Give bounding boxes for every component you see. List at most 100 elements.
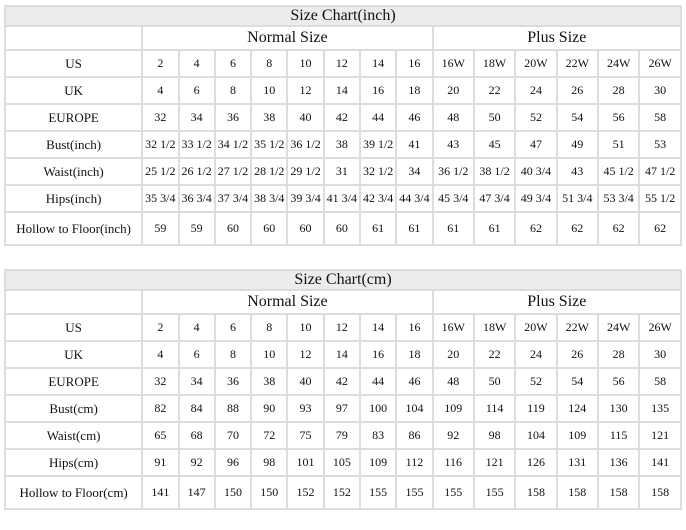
size-row: UK 4 6 8 10 12 14 16 18 20 22 24 26 28 30	[6, 342, 680, 367]
size-cell: 6	[215, 315, 251, 340]
size-cell: 53 3/4	[598, 186, 639, 211]
size-cell: 56	[598, 105, 639, 130]
size-cell: 12	[288, 78, 323, 103]
size-cell: 4	[143, 78, 178, 103]
size-cell: 109	[361, 450, 396, 475]
title-row: Size Chart(cm)	[6, 271, 680, 289]
size-cell: 51	[598, 132, 639, 157]
size-cell: 42 3/4	[360, 186, 396, 211]
size-cell: 91	[143, 450, 178, 475]
size-cell: 45	[474, 132, 515, 157]
size-cell: 4	[143, 342, 178, 367]
size-cell: 52	[516, 105, 556, 130]
size-cell: 61	[433, 213, 473, 244]
size-cell: 42	[324, 105, 359, 130]
header-blank	[6, 291, 142, 313]
size-cell: 32	[143, 105, 178, 130]
size-cell: 47 1/2	[640, 159, 680, 184]
size-cell: 119	[516, 396, 556, 421]
size-cell: 152	[324, 477, 359, 508]
size-cell: 60	[288, 213, 323, 244]
size-cell: 47	[516, 132, 556, 157]
size-cell: 26	[557, 78, 597, 103]
size-cell: 18W	[474, 51, 515, 76]
size-cell: 24W	[598, 51, 639, 76]
size-cell: 36	[215, 105, 251, 130]
size-cell: 61	[360, 213, 396, 244]
size-cell: 28	[598, 342, 639, 367]
size-cell: 158	[598, 477, 639, 508]
row-label: UK	[6, 78, 142, 103]
size-row: Hips(cm) 91 92 96 98 101 105 109 112 116 121 126 131…	[6, 450, 680, 475]
size-cell: 27 1/2	[215, 159, 251, 184]
size-cell: 34 1/2	[215, 132, 251, 157]
row-label: UK	[6, 342, 142, 367]
size-cell: 4	[179, 51, 214, 76]
size-table: Size Chart(inch) Normal Size Plus Size US 2 4…	[4, 5, 682, 246]
size-cell: 82	[143, 396, 178, 421]
size-cell: 121	[474, 450, 515, 475]
size-row: EUROPE 32 34 36 38 40 42 44 46 48 50 52 54 56 58	[6, 369, 680, 394]
size-row: Hollow to Floor(inch) 59 59 60 60 60 60 61 61 61 6…	[6, 213, 680, 244]
size-cell: 44	[360, 105, 396, 130]
size-cell: 34	[179, 105, 214, 130]
size-cell: 100	[361, 396, 396, 421]
size-cell: 10	[288, 315, 323, 340]
table-title: Size Chart(cm)	[6, 271, 680, 289]
size-cell: 38	[252, 105, 287, 130]
size-chart: Size Chart(inch) Normal Size Plus Size US 2 4…	[4, 5, 682, 246]
table-title: Size Chart(inch)	[6, 7, 680, 25]
size-row: Hips(inch) 35 3/4 36 3/4 37 3/4 38 3/4 39 3/4…	[6, 186, 680, 211]
header-blank	[6, 27, 142, 49]
size-cell: 72	[252, 423, 287, 448]
size-cell: 60	[324, 213, 359, 244]
size-cell: 43	[557, 159, 597, 184]
size-cell: 30	[640, 78, 680, 103]
row-label: Hollow to Floor(cm)	[6, 477, 142, 508]
size-cell: 14	[324, 342, 359, 367]
plus-size-header: Plus Size	[433, 291, 680, 313]
size-cell: 40	[288, 369, 323, 394]
size-cell: 28 1/2	[252, 159, 287, 184]
size-row: Waist(inch) 25 1/2 26 1/2 27 1/2 28 1/2 29 1/…	[6, 159, 680, 184]
size-cell: 93	[288, 396, 323, 421]
size-cell: 6	[179, 78, 214, 103]
size-cell: 38 3/4	[252, 186, 287, 211]
row-label: Waist(inch)	[6, 159, 142, 184]
size-cell: 31	[324, 159, 359, 184]
size-cell: 58	[640, 105, 680, 130]
size-cell: 62	[516, 213, 556, 244]
size-cell: 25 1/2	[143, 159, 178, 184]
size-cell: 20W	[516, 51, 556, 76]
size-cell: 30	[640, 342, 680, 367]
size-cell: 22W	[557, 315, 597, 340]
size-cell: 16	[397, 51, 432, 76]
row-label: Waist(cm)	[6, 423, 142, 448]
size-cell: 45 1/2	[598, 159, 639, 184]
size-cell: 10	[252, 78, 287, 103]
size-cell: 49	[557, 132, 597, 157]
size-cell: 98	[474, 423, 515, 448]
size-cell: 47 3/4	[474, 186, 515, 211]
size-cell: 6	[215, 51, 251, 76]
size-cell: 38	[324, 132, 359, 157]
size-cell: 59	[143, 213, 178, 244]
size-cell: 39 3/4	[288, 186, 323, 211]
size-cell: 26 1/2	[179, 159, 214, 184]
size-cell: 104	[516, 423, 556, 448]
size-cell: 135	[640, 396, 680, 421]
size-cell: 61	[397, 213, 432, 244]
size-cell: 60	[215, 213, 251, 244]
size-cell: 150	[215, 477, 251, 508]
size-cell: 44 3/4	[397, 186, 432, 211]
size-cell: 26	[557, 342, 597, 367]
size-cell: 116	[433, 450, 473, 475]
size-cell: 43	[433, 132, 473, 157]
size-cell: 20	[433, 342, 473, 367]
size-cell: 124	[557, 396, 597, 421]
size-cell: 36 1/2	[433, 159, 473, 184]
size-cell: 141	[640, 450, 680, 475]
size-cell: 62	[557, 213, 597, 244]
size-cell: 90	[252, 396, 287, 421]
size-cell: 59	[179, 213, 214, 244]
